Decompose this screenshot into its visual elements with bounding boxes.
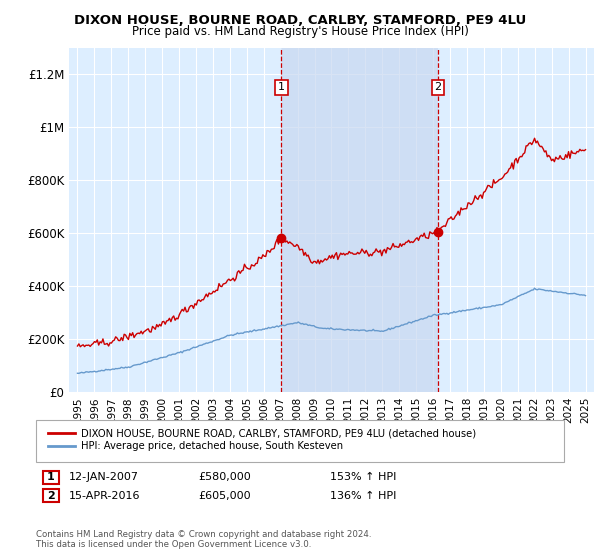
Text: 2: 2 xyxy=(434,82,442,92)
Text: £580,000: £580,000 xyxy=(198,472,251,482)
Text: 2: 2 xyxy=(47,491,55,501)
Text: DIXON HOUSE, BOURNE ROAD, CARLBY, STAMFORD, PE9 4LU (detached house): DIXON HOUSE, BOURNE ROAD, CARLBY, STAMFO… xyxy=(81,428,476,438)
Text: 136% ↑ HPI: 136% ↑ HPI xyxy=(330,491,397,501)
Text: 15-APR-2016: 15-APR-2016 xyxy=(69,491,140,501)
Text: 12-JAN-2007: 12-JAN-2007 xyxy=(69,472,139,482)
Text: 1: 1 xyxy=(278,82,285,92)
Text: DIXON HOUSE, BOURNE ROAD, CARLBY, STAMFORD, PE9 4LU: DIXON HOUSE, BOURNE ROAD, CARLBY, STAMFO… xyxy=(74,14,526,27)
Text: HPI: Average price, detached house, South Kesteven: HPI: Average price, detached house, Sout… xyxy=(81,441,343,451)
Text: Price paid vs. HM Land Registry's House Price Index (HPI): Price paid vs. HM Land Registry's House … xyxy=(131,25,469,38)
Text: This data is licensed under the Open Government Licence v3.0.: This data is licensed under the Open Gov… xyxy=(36,540,311,549)
Text: 153% ↑ HPI: 153% ↑ HPI xyxy=(330,472,397,482)
Text: Contains HM Land Registry data © Crown copyright and database right 2024.: Contains HM Land Registry data © Crown c… xyxy=(36,530,371,539)
Bar xyxy=(281,48,438,392)
Text: 1: 1 xyxy=(47,472,55,482)
Text: £605,000: £605,000 xyxy=(198,491,251,501)
